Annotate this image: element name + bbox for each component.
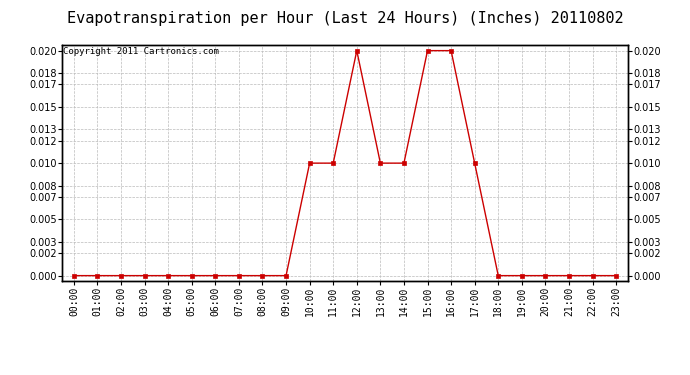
Text: Evapotranspiration per Hour (Last 24 Hours) (Inches) 20110802: Evapotranspiration per Hour (Last 24 Hou… — [67, 11, 623, 26]
Text: Copyright 2011 Cartronics.com: Copyright 2011 Cartronics.com — [63, 47, 219, 56]
